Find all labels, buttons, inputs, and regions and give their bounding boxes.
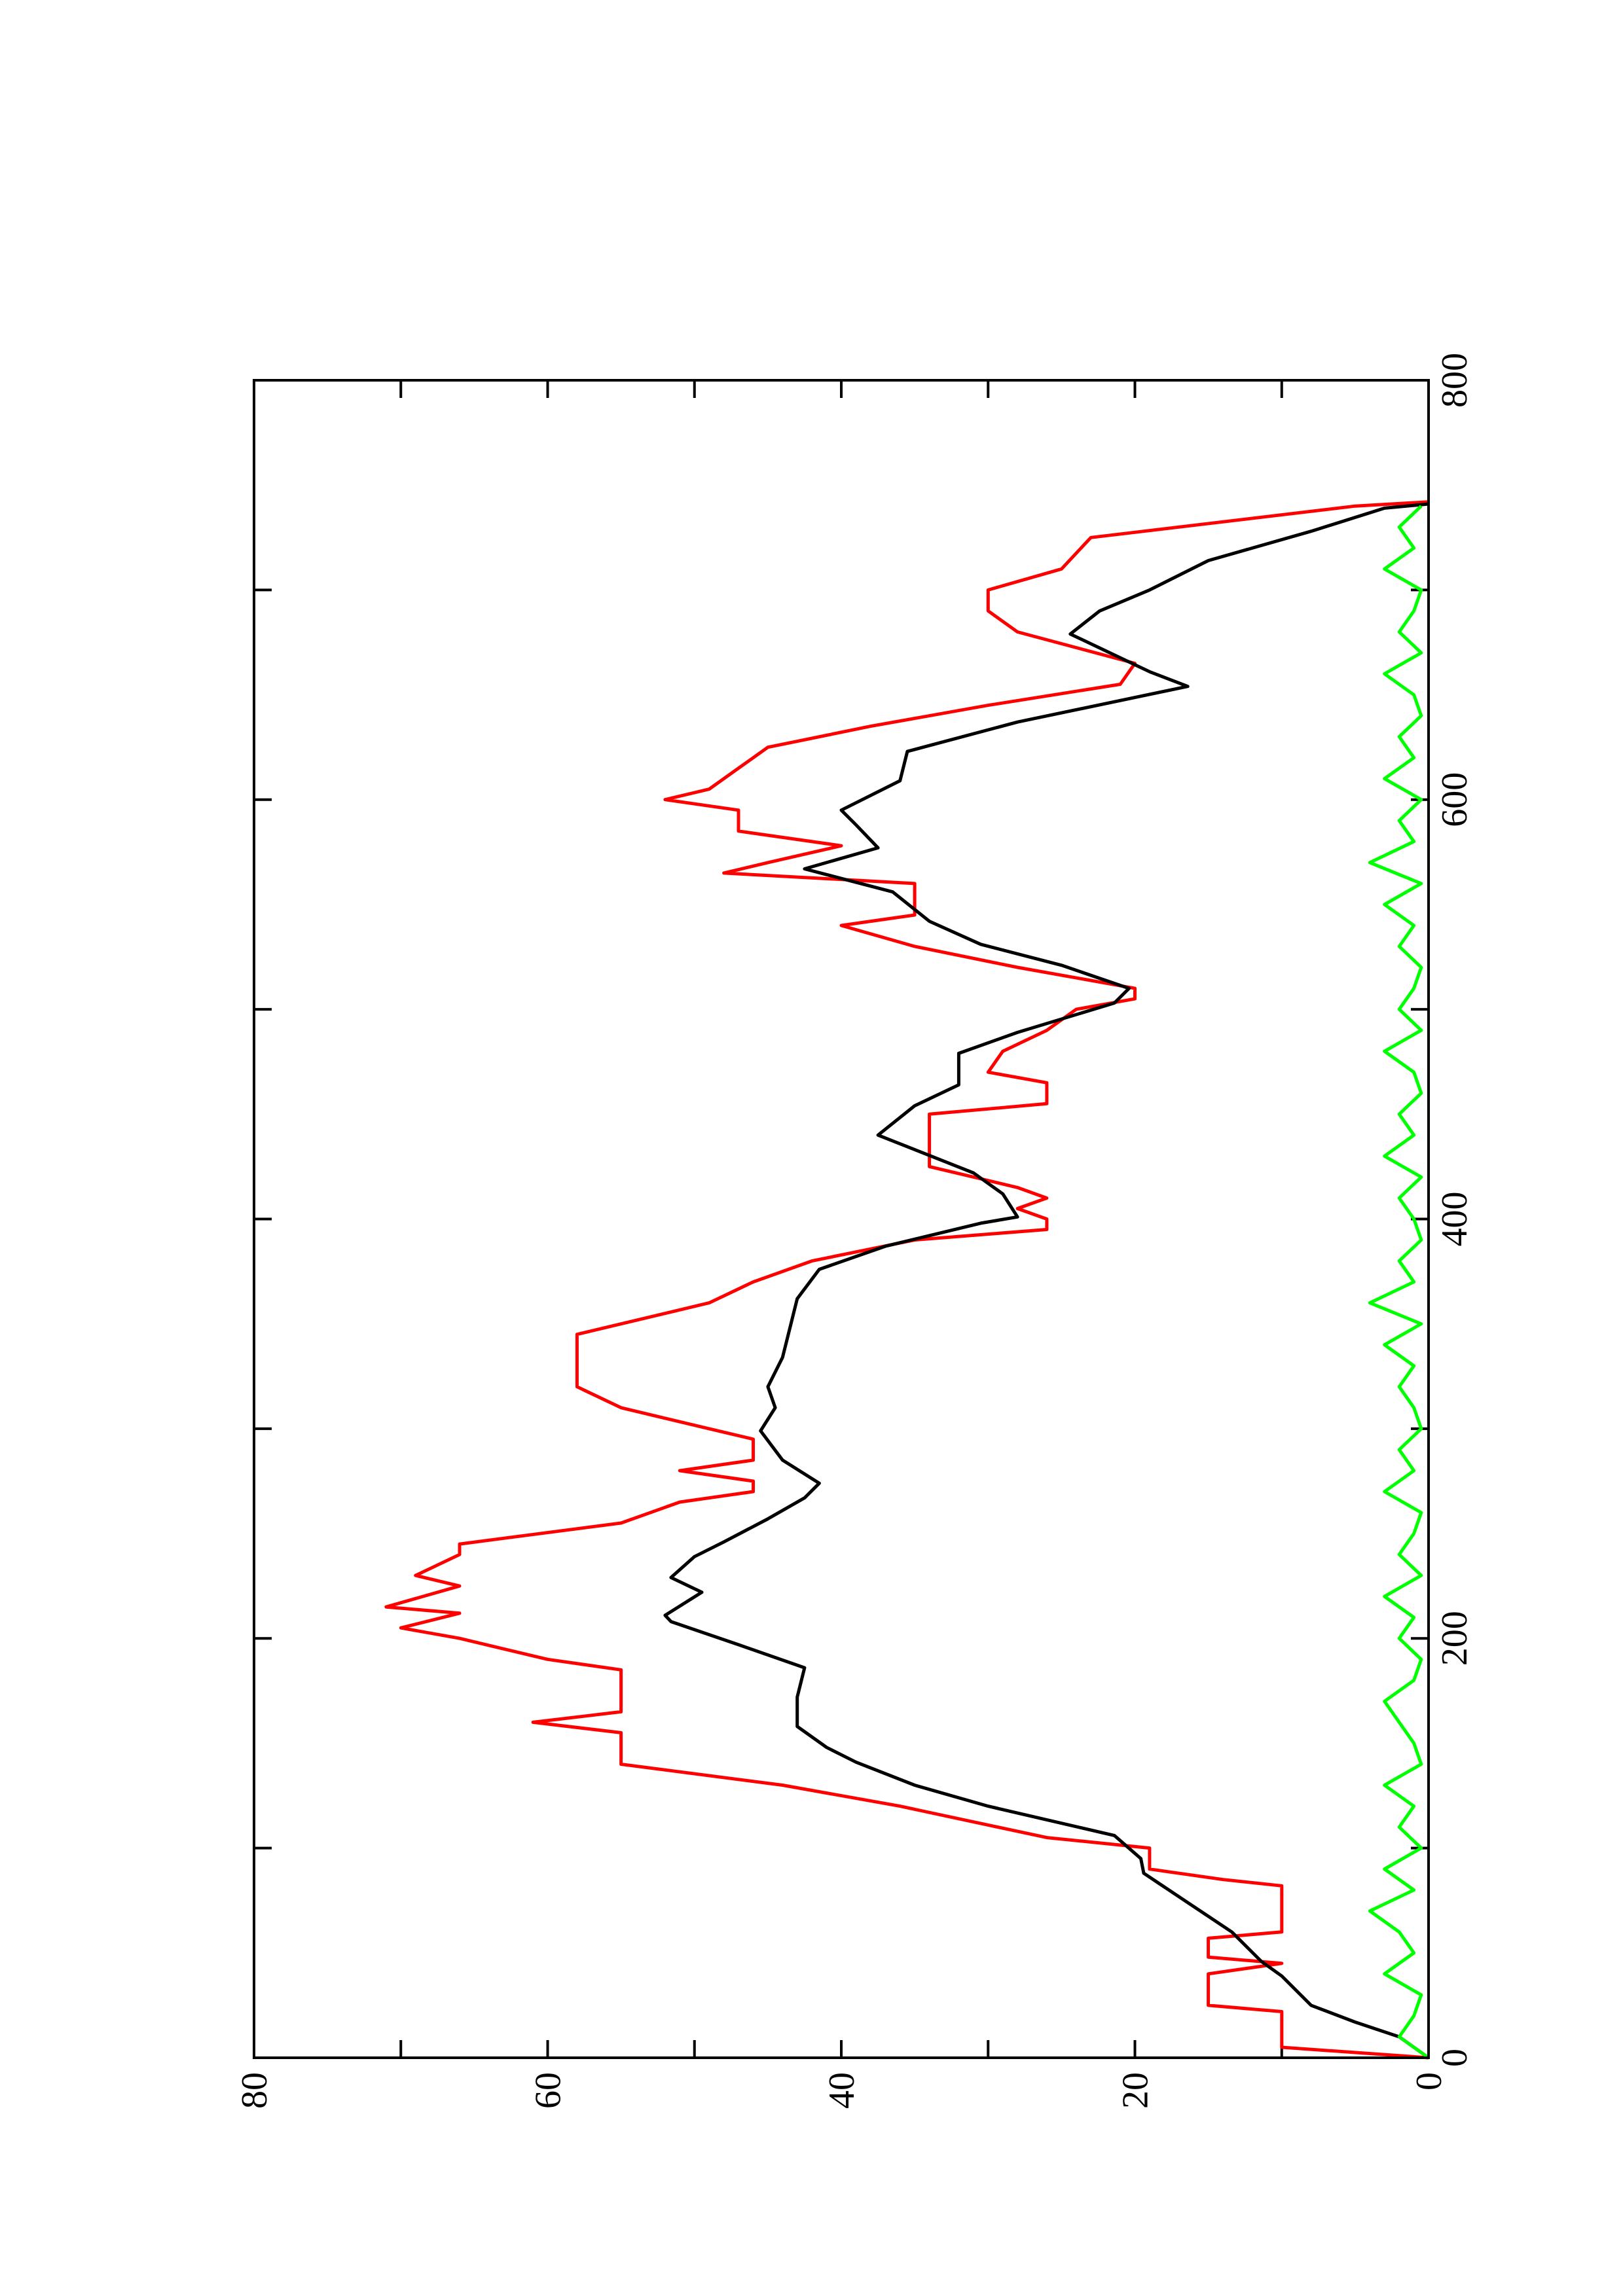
y-tick-label: 20 <box>1116 2072 1156 2109</box>
rotated-chart: 0 200 400 600 800 0 20 40 60 80 <box>234 353 1475 2109</box>
x-tick-label: 0 <box>1434 2049 1475 2067</box>
x-tick-label: 200 <box>1434 1611 1475 1666</box>
x-tick-label: 600 <box>1434 772 1475 827</box>
y-tick-label: 40 <box>822 2072 862 2109</box>
y-tick-label: 0 <box>1409 2072 1450 2090</box>
plot-frame <box>253 379 1430 2059</box>
x-tick-label: 800 <box>1434 353 1475 408</box>
data-line <box>384 500 1429 2060</box>
y-tick-label: 60 <box>528 2072 569 2109</box>
y-tick-label: 80 <box>234 2072 275 2109</box>
data-line <box>1368 505 1430 2060</box>
x-tick-label: 400 <box>1434 1192 1475 1247</box>
data-line <box>663 502 1430 2060</box>
